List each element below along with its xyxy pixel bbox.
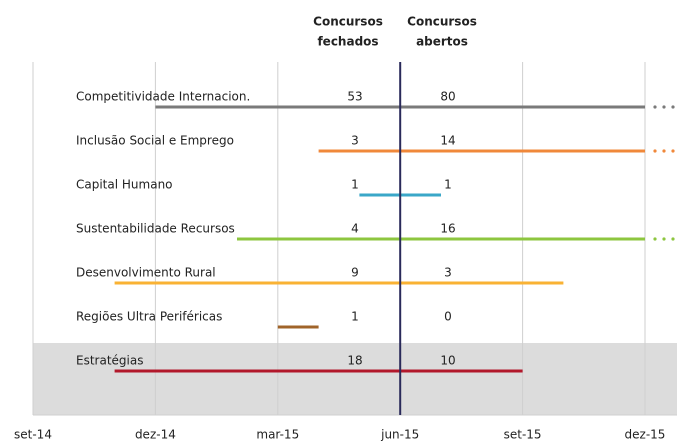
open-count: 14	[440, 134, 455, 148]
closed-count: 53	[347, 90, 362, 104]
x-tick-label: set-15	[504, 428, 542, 442]
row-label: Sustentabilidade Recursos	[76, 222, 235, 236]
ongoing-dot	[671, 149, 675, 153]
ongoing-dot	[662, 237, 666, 241]
ongoing-dot	[653, 149, 657, 153]
column-header: fechados	[317, 35, 378, 49]
ongoing-dot	[671, 237, 675, 241]
row-label: Estratégias	[76, 354, 143, 368]
x-tick-label: jun-15	[380, 428, 419, 442]
open-count: 3	[444, 266, 452, 280]
closed-count: 1	[351, 178, 359, 192]
x-tick-label: dez-14	[135, 428, 176, 442]
ongoing-dot	[671, 105, 675, 109]
closed-count: 9	[351, 266, 359, 280]
ongoing-dot	[653, 105, 657, 109]
row-label: Desenvolvimento Rural	[76, 266, 216, 280]
column-header: Concursos	[313, 15, 383, 29]
row-label: Regiões Ultra Periféricas	[76, 310, 222, 324]
x-tick-label: mar-15	[256, 428, 299, 442]
column-header: Concursos	[407, 15, 477, 29]
highlight-band	[33, 343, 677, 415]
x-tick-label: dez-15	[625, 428, 666, 442]
closed-count: 1	[351, 310, 359, 324]
x-tick-label: set-14	[14, 428, 52, 442]
ongoing-dot	[662, 149, 666, 153]
open-count: 16	[440, 222, 455, 236]
open-count: 10	[440, 354, 455, 368]
closed-count: 4	[351, 222, 359, 236]
closed-count: 3	[351, 134, 359, 148]
ongoing-dot	[653, 237, 657, 241]
open-count: 1	[444, 178, 452, 192]
row-label: Competitividade Internacion.	[76, 90, 250, 104]
closed-count: 18	[347, 354, 362, 368]
open-count: 80	[440, 90, 455, 104]
column-header: abertos	[416, 35, 468, 49]
row-label: Capital Humano	[76, 178, 173, 192]
row-label: Inclusão Social e Emprego	[76, 134, 234, 148]
ongoing-dot	[662, 105, 666, 109]
open-count: 0	[444, 310, 452, 324]
